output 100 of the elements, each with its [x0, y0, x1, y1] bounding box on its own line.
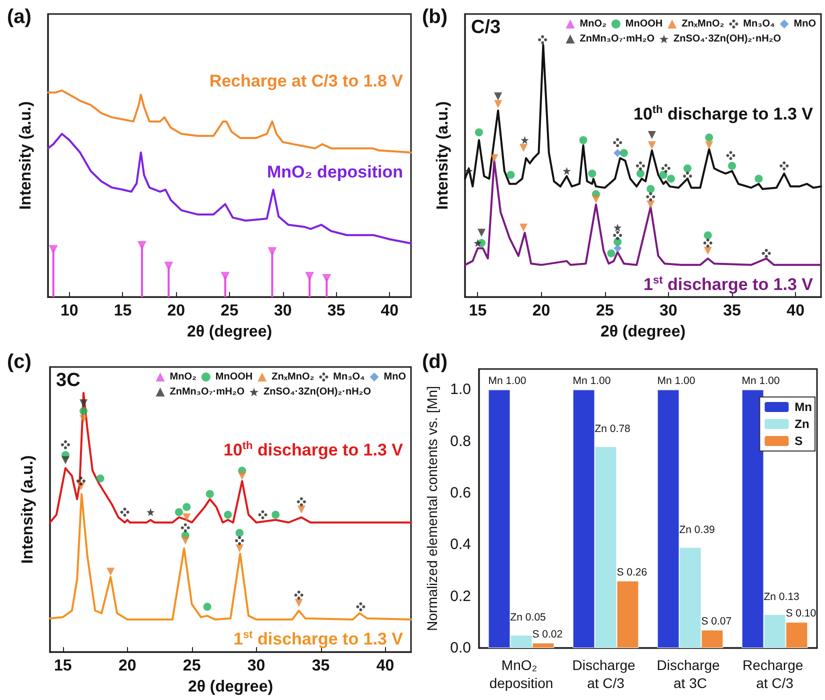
legend-label: MnOOH	[625, 18, 663, 30]
point	[648, 130, 656, 139]
x-tick-label: 40	[786, 302, 805, 320]
point	[661, 164, 670, 173]
x-tick-label: 10	[60, 302, 78, 320]
series-label: MnO₂ deposition	[267, 162, 403, 182]
point	[666, 174, 675, 183]
x-tick-label: 25	[596, 302, 614, 320]
legend-label: Mn₃O₄	[743, 18, 776, 30]
legend-label: ZnₓMnO₂	[272, 372, 314, 382]
point	[478, 228, 486, 237]
point	[474, 128, 483, 136]
point	[474, 239, 482, 248]
point	[238, 472, 246, 480]
point	[294, 598, 303, 607]
point	[182, 513, 191, 522]
legend-label: ZnSO₄·3Zn(OH)₂·nH₂O	[263, 386, 372, 398]
point	[683, 172, 692, 181]
point	[728, 162, 736, 170]
chart-title: (c)	[7, 351, 32, 373]
legend-label: MnO₂	[580, 18, 606, 30]
y-axis-title: Intensity (a.u.)	[18, 101, 34, 210]
data-label: Zn 0.05	[510, 612, 546, 624]
x-tick-label: 25	[220, 302, 238, 320]
data-label: Mn 1.00	[742, 375, 780, 388]
point	[620, 148, 628, 157]
point	[614, 244, 622, 252]
point	[636, 170, 644, 178]
x-tick-label: MnO₂ deposition	[489, 657, 554, 691]
y-axis-title: Intensity (a.u.)	[434, 101, 452, 210]
x-axis-title: 2θ (degree)	[186, 324, 272, 340]
point	[519, 144, 528, 152]
data-label: Mn 1.00	[657, 375, 696, 388]
x-tick-label: Discharge at 3C	[656, 657, 724, 691]
legend-label: ZnMn₃O₇·mH₂O	[170, 386, 245, 398]
point	[646, 200, 655, 208]
point	[206, 490, 214, 498]
point	[80, 407, 88, 416]
y-tick-label: 0.2	[450, 588, 471, 605]
legend-label: MnO₂	[170, 372, 196, 382]
x-tick-label: 35	[312, 658, 330, 675]
x-tick-label: 20	[167, 302, 186, 320]
point	[236, 544, 244, 552]
point	[203, 602, 212, 611]
y-tick-label: 0.4	[450, 536, 471, 554]
text: 3C	[56, 370, 81, 391]
point	[60, 440, 70, 450]
y-tick-label: 0.0	[450, 640, 471, 656]
data-label: S 0.10	[786, 608, 816, 620]
x-axis-title: 2θ (degree)	[600, 324, 686, 340]
legend-label: Mn₃O₄	[333, 372, 366, 382]
point	[613, 230, 622, 240]
point	[762, 248, 771, 258]
legend-label: ZnₓMnO₂	[682, 18, 724, 30]
point	[705, 134, 714, 142]
text: C/3	[471, 17, 501, 38]
point	[614, 224, 622, 232]
x-tick-label: 30	[274, 302, 292, 320]
point	[659, 170, 668, 179]
point	[562, 166, 571, 175]
data-label: Mn 1.00	[572, 375, 611, 388]
point	[80, 414, 88, 423]
legend-label: ZnSO₄·3Zn(OH)₂·nH₂O	[673, 34, 782, 44]
point	[294, 590, 304, 600]
point	[607, 249, 616, 258]
x-tick-label: Recharge at C/3	[742, 657, 808, 691]
data-label: Mn 1.00	[488, 375, 526, 388]
point	[494, 92, 502, 100]
point	[519, 224, 528, 232]
point	[494, 100, 502, 108]
y-tick-label: 0.6	[450, 484, 471, 502]
point	[296, 497, 306, 506]
chart-title: (a)	[7, 6, 32, 28]
point	[588, 170, 596, 178]
legend-label: Mn	[794, 400, 812, 414]
point	[76, 476, 86, 486]
point	[224, 510, 232, 519]
point	[754, 174, 763, 183]
point	[181, 536, 190, 545]
point	[272, 510, 280, 519]
point	[106, 568, 115, 576]
x-tick-label: 35	[723, 302, 741, 320]
point	[490, 154, 498, 162]
point	[613, 138, 622, 148]
point	[182, 502, 191, 511]
point	[236, 528, 244, 537]
point	[704, 246, 712, 255]
x-tick-label: 20	[532, 302, 550, 320]
x-tick-label: 30	[247, 658, 266, 675]
x-tick-label: Discharge at C/3	[572, 657, 640, 691]
x-tick-label: 20	[118, 658, 136, 675]
y-tick-label: 1.0	[450, 381, 471, 398]
point	[704, 231, 712, 240]
x-tick-label: 40	[380, 302, 399, 320]
y-tick-label: 0.8	[450, 432, 471, 450]
data-label: Zn 0.39	[679, 524, 716, 536]
x-tick-label: 35	[327, 302, 346, 320]
point	[780, 161, 789, 170]
legend-label: ZnMn₃O₇·mH₂O	[580, 34, 655, 44]
x-tick-label: 15	[468, 302, 487, 320]
